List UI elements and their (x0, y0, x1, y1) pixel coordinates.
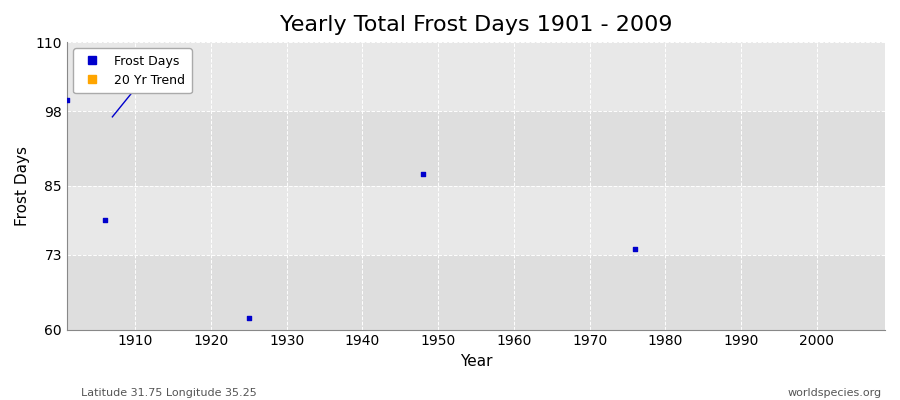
Y-axis label: Frost Days: Frost Days (15, 146, 30, 226)
Point (628, 246, 643, 252)
X-axis label: Year: Year (460, 354, 492, 369)
Point (59, 96, 74, 103)
Point (416, 171, 430, 178)
Point (241, 315, 256, 321)
Point (97, 217, 112, 224)
Bar (67, 111, 885, 186)
Bar (67, 255, 885, 330)
Legend: Frost Days, 20 Yr Trend: Frost Days, 20 Yr Trend (73, 48, 192, 93)
Bar (67, 42, 885, 111)
Text: Latitude 31.75 Longitude 35.25: Latitude 31.75 Longitude 35.25 (81, 388, 256, 398)
Bar (67, 186, 885, 255)
Text: worldspecies.org: worldspecies.org (788, 388, 882, 398)
Title: Yearly Total Frost Days 1901 - 2009: Yearly Total Frost Days 1901 - 2009 (280, 15, 672, 35)
